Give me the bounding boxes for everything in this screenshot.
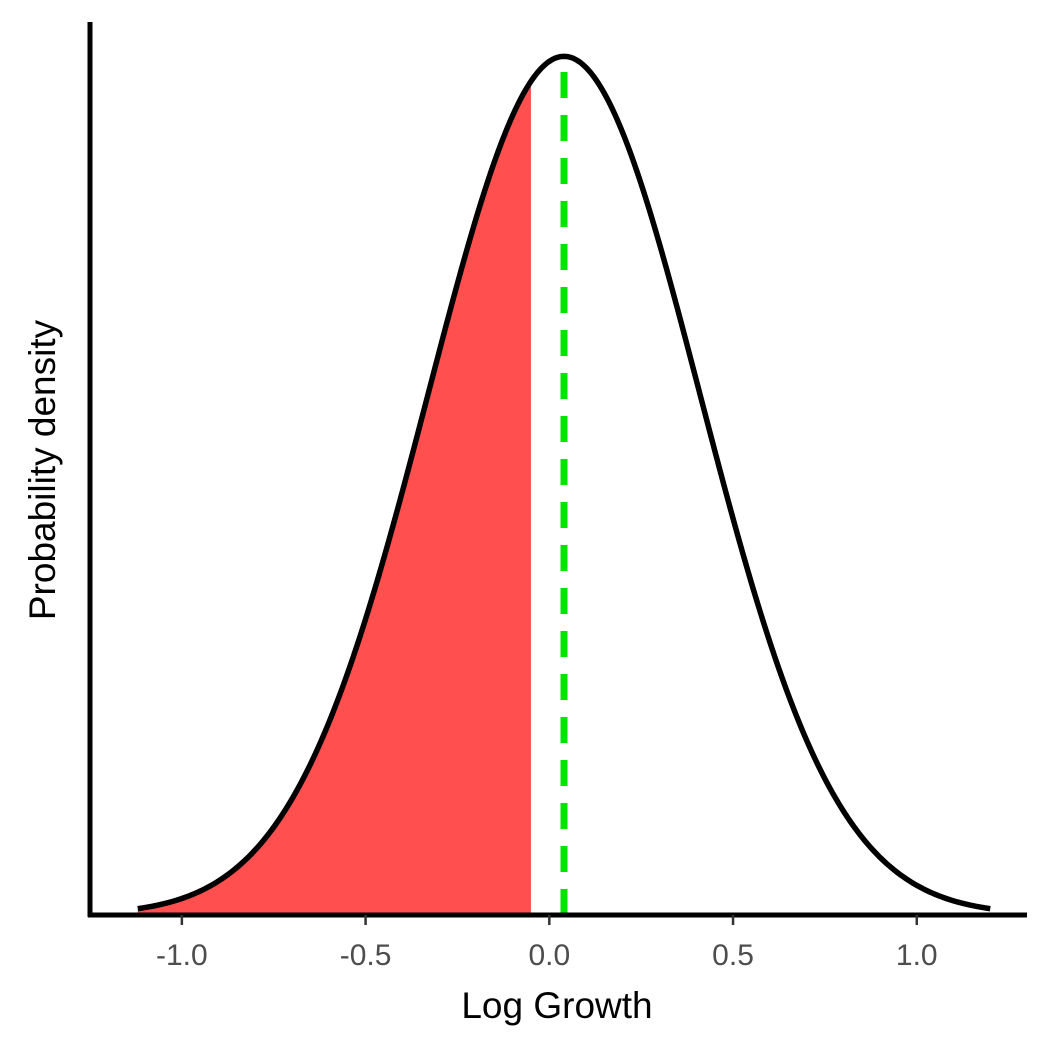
x-tick-label: 1.0: [896, 939, 938, 972]
y-axis-title: Probability density: [22, 319, 63, 620]
plot-area: [137, 53, 991, 915]
x-tick-label: 0.5: [712, 939, 754, 972]
axes: [87, 22, 1027, 918]
x-tick-label: 0.0: [528, 939, 570, 972]
x-tick-label: -1.0: [156, 939, 208, 972]
x-ticks: -1.0 -0.5 0.0 0.5 1.0: [156, 915, 938, 972]
shaded-tail-region: [137, 81, 531, 915]
x-tick-label: -0.5: [340, 939, 392, 972]
density-curve: [137, 53, 991, 912]
x-axis-title: Log Growth: [461, 985, 652, 1026]
